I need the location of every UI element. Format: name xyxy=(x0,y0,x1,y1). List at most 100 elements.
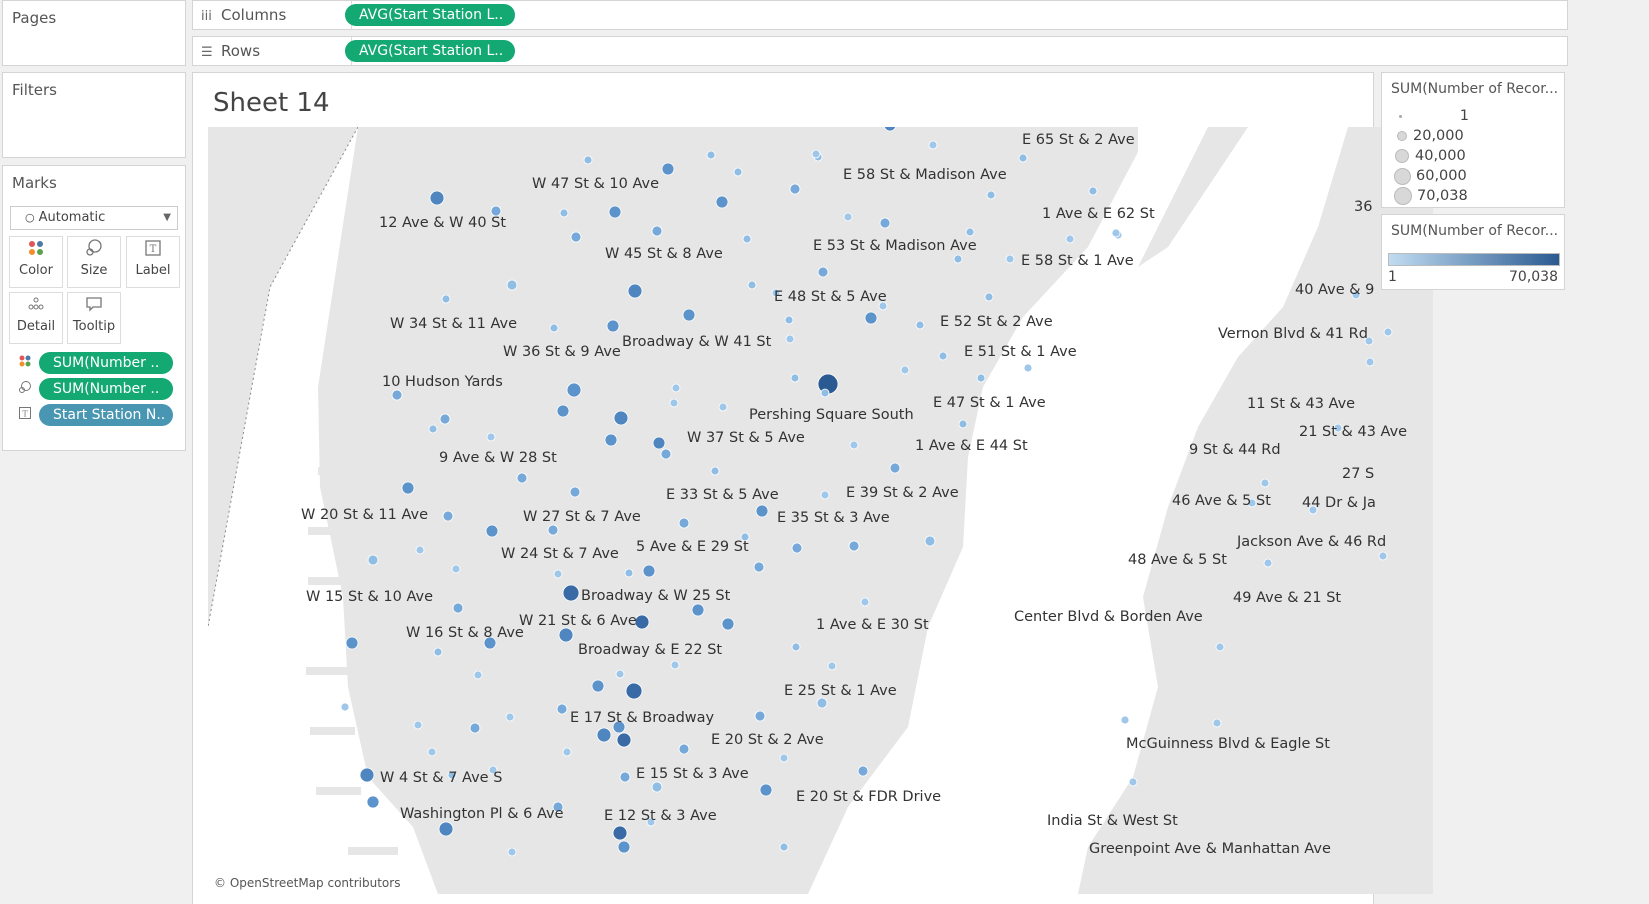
station-dot[interactable] xyxy=(1333,423,1343,433)
station-dot[interactable] xyxy=(1351,290,1361,300)
station-dot[interactable] xyxy=(976,373,986,383)
station-dot[interactable] xyxy=(359,767,375,783)
station-dot[interactable] xyxy=(878,301,888,311)
station-dot[interactable] xyxy=(516,472,528,484)
station-dot[interactable] xyxy=(791,642,801,652)
station-dot[interactable] xyxy=(660,448,672,460)
station-dot[interactable] xyxy=(827,661,837,671)
station-dot[interactable] xyxy=(849,440,859,450)
filters-shelf[interactable]: Filters xyxy=(2,72,186,158)
station-dot[interactable] xyxy=(1215,642,1225,652)
station-dot[interactable] xyxy=(742,234,752,244)
station-dot[interactable] xyxy=(625,682,643,700)
station-dot[interactable] xyxy=(754,710,766,722)
station-dot[interactable] xyxy=(429,190,445,206)
station-dot[interactable] xyxy=(678,743,690,755)
map-canvas[interactable]: E 65 St & 2 Ave E 58 St & Madison Ave W 47… xyxy=(208,127,1433,894)
station-dot[interactable] xyxy=(779,753,789,763)
station-dot[interactable] xyxy=(612,720,626,734)
station-dot[interactable] xyxy=(718,402,728,412)
station-dot[interactable] xyxy=(784,315,794,325)
station-dot[interactable] xyxy=(740,532,750,542)
station-dot[interactable] xyxy=(706,150,716,160)
station-dot[interactable] xyxy=(1128,777,1138,787)
station-dot[interactable] xyxy=(646,817,656,827)
station-dot[interactable] xyxy=(986,190,996,200)
station-dot[interactable] xyxy=(619,771,631,783)
station-dot[interactable] xyxy=(606,319,620,333)
station-dot[interactable] xyxy=(928,140,938,150)
station-dot[interactable] xyxy=(506,279,518,291)
station-dot[interactable] xyxy=(556,404,570,418)
station-dot[interactable] xyxy=(857,765,869,777)
station-dot[interactable] xyxy=(1065,234,1075,244)
station-dot[interactable] xyxy=(617,840,631,854)
station-dot[interactable] xyxy=(553,569,563,579)
station-dot[interactable] xyxy=(401,481,415,495)
station-dot[interactable] xyxy=(569,486,581,498)
station-dot[interactable] xyxy=(651,225,663,237)
station-dot[interactable] xyxy=(345,636,359,650)
station-dot[interactable] xyxy=(864,311,878,325)
station-dot[interactable] xyxy=(1247,498,1257,508)
station-dot[interactable] xyxy=(490,205,502,217)
station-dot[interactable] xyxy=(427,747,437,757)
station-dot[interactable] xyxy=(1212,718,1222,728)
station-dot[interactable] xyxy=(678,517,690,529)
station-dot[interactable] xyxy=(753,561,765,573)
station-dot[interactable] xyxy=(552,801,564,813)
station-dot[interactable] xyxy=(883,127,897,132)
station-dot[interactable] xyxy=(488,765,498,775)
color-button[interactable]: Color xyxy=(9,236,63,288)
station-dot[interactable] xyxy=(473,670,483,680)
station-dot[interactable] xyxy=(1260,478,1270,488)
columns-pill[interactable]: AVG(Start Station L.. xyxy=(345,4,515,26)
marks-pill-label[interactable]: Start Station N.. xyxy=(39,404,173,426)
station-dot[interactable] xyxy=(452,602,464,614)
station-dot[interactable] xyxy=(1023,363,1033,373)
station-dot[interactable] xyxy=(651,781,663,793)
station-dot[interactable] xyxy=(559,208,569,218)
station-dot[interactable] xyxy=(811,149,821,159)
station-dot[interactable] xyxy=(779,842,789,852)
station-dot[interactable] xyxy=(486,432,496,442)
station-dot[interactable] xyxy=(340,702,350,712)
station-dot[interactable] xyxy=(570,231,582,243)
station-dot[interactable] xyxy=(483,636,497,650)
station-dot[interactable] xyxy=(608,205,622,219)
station-dot[interactable] xyxy=(634,614,650,630)
station-dot[interactable] xyxy=(733,167,743,177)
station-dot[interactable] xyxy=(507,847,517,857)
station-dot[interactable] xyxy=(710,466,720,476)
size-button[interactable]: Size xyxy=(67,236,121,288)
station-dot[interactable] xyxy=(442,510,454,522)
station-dot[interactable] xyxy=(433,647,443,657)
station-dot[interactable] xyxy=(790,373,800,383)
mark-type-select[interactable]: ○ Automatic ▼ xyxy=(10,206,178,230)
station-dot[interactable] xyxy=(785,334,795,344)
station-dot[interactable] xyxy=(1120,715,1130,725)
station-dot[interactable] xyxy=(547,524,559,536)
station-dot[interactable] xyxy=(1378,551,1388,561)
station-dot[interactable] xyxy=(624,568,634,578)
station-dot[interactable] xyxy=(549,323,559,333)
station-dot[interactable] xyxy=(612,825,628,841)
station-dot[interactable] xyxy=(747,280,757,290)
station-dot[interactable] xyxy=(1365,357,1375,367)
station-dot[interactable] xyxy=(759,783,773,797)
station-dot[interactable] xyxy=(889,462,901,474)
station-dot[interactable] xyxy=(669,398,679,408)
station-dot[interactable] xyxy=(616,732,632,748)
size-legend[interactable]: SUM(Number of Recor... 1 20,000 40,000 6… xyxy=(1381,72,1565,208)
station-dot[interactable] xyxy=(1364,336,1374,346)
station-dot[interactable] xyxy=(965,227,975,237)
station-dot[interactable] xyxy=(860,597,870,607)
station-dot[interactable] xyxy=(642,564,656,578)
station-dot[interactable] xyxy=(721,617,735,631)
rows-pill[interactable]: AVG(Start Station L.. xyxy=(345,40,515,62)
station-dot[interactable] xyxy=(613,410,629,426)
station-dot[interactable] xyxy=(1018,153,1028,163)
station-dot[interactable] xyxy=(938,351,948,361)
map-view[interactable]: E 65 St & 2 Ave E 58 St & Madison Ave W 47… xyxy=(208,127,1433,894)
station-dot[interactable] xyxy=(441,294,451,304)
